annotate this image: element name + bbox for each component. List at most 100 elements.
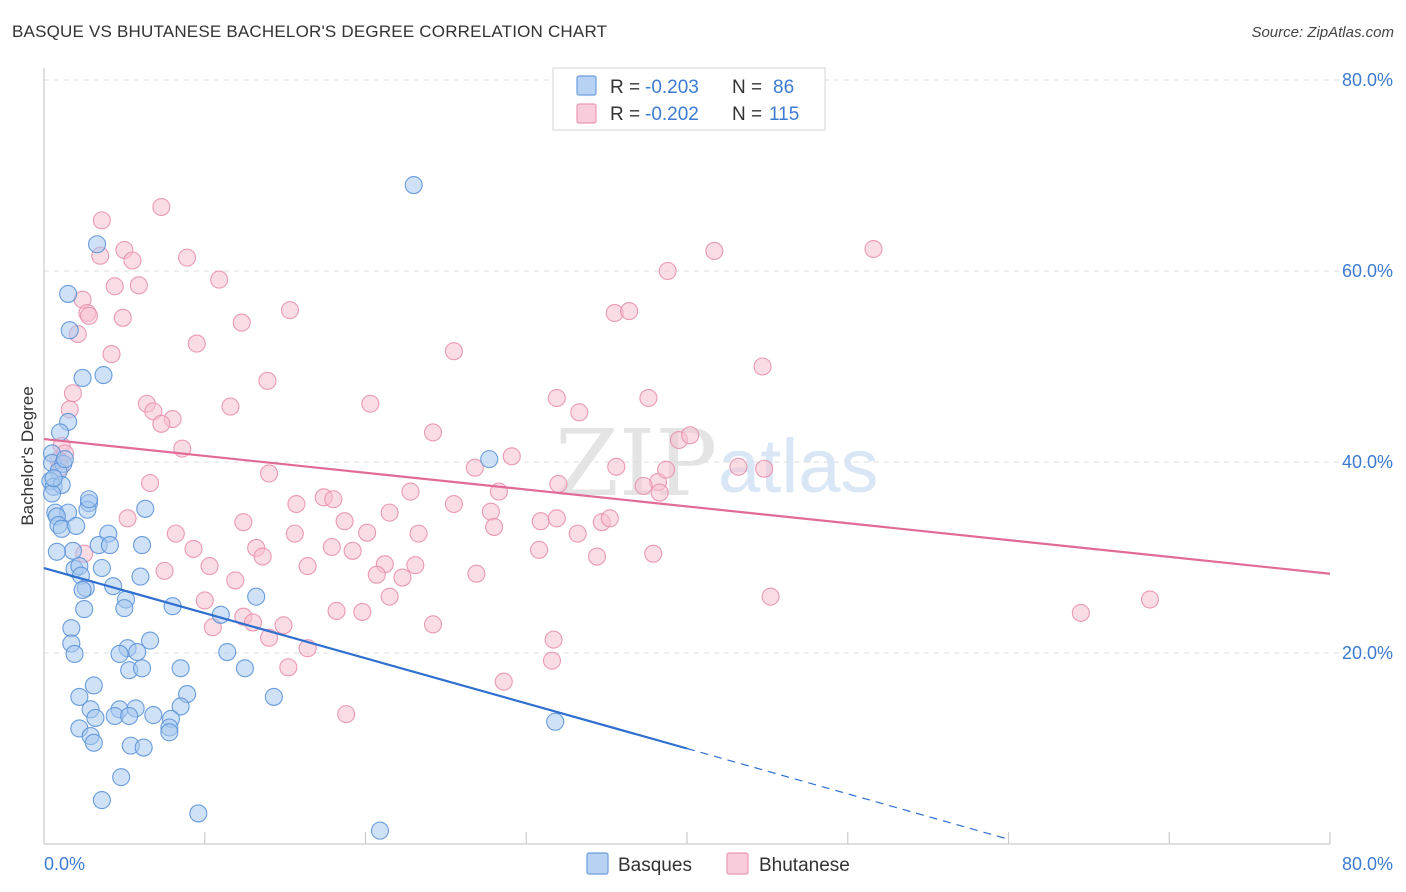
source-label: Source: ZipAtlas.com	[1251, 24, 1394, 41]
bhutanese-point	[79, 306, 99, 325]
bhutanese-point	[467, 564, 486, 583]
bhutanese-point	[166, 524, 185, 543]
y-tick-labels: 20.0% 40.0% 60.0% 80.0%	[1342, 70, 1393, 663]
bhutanese-point	[549, 474, 568, 494]
basque-point	[70, 687, 89, 706]
legend-basque-n-label: N =	[732, 77, 762, 98]
basque-point	[480, 450, 499, 469]
basque-point	[73, 368, 92, 388]
bhutanese-point	[253, 547, 272, 566]
bhutanese-point	[761, 587, 780, 606]
x-tick-label-min: 0.0%	[44, 854, 85, 874]
basque-point	[247, 587, 266, 606]
basque-point	[59, 284, 78, 303]
bhutanese-point	[530, 540, 549, 559]
bhutanese-point	[178, 248, 197, 267]
basque-point	[87, 235, 107, 254]
legend-box	[552, 67, 826, 131]
basque-point	[94, 366, 113, 385]
basque-point	[112, 768, 131, 787]
x-tick-label-max: 80.0%	[1342, 854, 1393, 874]
basque-point	[189, 804, 208, 823]
bhutanese-point	[753, 357, 772, 376]
basque-point	[63, 541, 82, 560]
bhutanese-point	[644, 544, 663, 563]
basque-trend-line	[43, 566, 688, 750]
legend-bhutanese-n-value: 115	[769, 104, 799, 125]
bhutanese-point	[607, 457, 626, 476]
bhutanese-point	[324, 490, 343, 509]
bhutanese-point	[200, 557, 219, 576]
bhutanese-point	[423, 423, 443, 442]
y-tick-label-80: 80.0%	[1342, 70, 1393, 90]
basque-point	[133, 659, 152, 678]
legend-basque-r-label: R =	[610, 77, 640, 98]
basque-point	[546, 712, 565, 731]
basque-point	[133, 536, 152, 555]
bhutanese-point	[335, 512, 354, 531]
bhutanese-point	[864, 239, 883, 259]
basque-point	[92, 558, 111, 578]
basque-point	[84, 676, 103, 695]
basque-point	[92, 791, 111, 810]
basque-point	[73, 580, 92, 600]
basque-point	[136, 499, 155, 518]
bhutanese-point	[280, 301, 299, 320]
bhutanese-point	[542, 651, 562, 670]
basque-point	[370, 821, 390, 840]
bhutanese-point	[327, 601, 346, 621]
basque-point	[79, 490, 99, 509]
bhutanese-point	[444, 494, 463, 514]
bhutanese-point	[681, 426, 700, 445]
bhutanese-point	[634, 476, 653, 495]
basque-point	[141, 631, 160, 650]
bhutanese-point	[1140, 590, 1160, 609]
basque-point	[62, 619, 81, 638]
chart-title: BASQUE VS BHUTANESE BACHELOR'S DEGREE CO…	[12, 22, 608, 41]
bottom-legend-basque-swatch	[586, 852, 609, 875]
bhutanese-point	[155, 561, 174, 580]
x-axis-ticks	[204, 832, 1331, 844]
bhutanese-point	[279, 658, 298, 677]
basque-point	[75, 600, 94, 619]
basque-point	[84, 733, 103, 752]
basque-point	[171, 659, 190, 678]
basque-point	[115, 599, 134, 618]
bhutanese-point	[393, 568, 412, 587]
basque-point	[404, 176, 423, 195]
bottom-legend: Basques Bhutanese	[586, 852, 850, 876]
bhutanese-point	[258, 371, 277, 390]
bhutanese-point	[129, 276, 148, 295]
bhutanese-point	[465, 458, 484, 477]
bhutanese-point	[221, 397, 240, 416]
bhutanese-point	[570, 403, 589, 422]
legend-bhutanese-n-label: N =	[732, 104, 762, 125]
basque-point	[134, 738, 153, 757]
bhutanese-point	[620, 302, 639, 321]
bhutanese-point	[729, 457, 748, 476]
bhutanese-point	[337, 705, 356, 724]
bhutanese-point	[401, 482, 420, 501]
basque-point	[264, 687, 283, 706]
bhutanese-point	[409, 524, 428, 543]
y-tick-label-40: 40.0%	[1342, 452, 1393, 472]
bhutanese-point	[113, 308, 132, 327]
bhutanese-point	[287, 494, 306, 514]
trend-lines	[43, 437, 1331, 840]
bhutanese-point	[195, 591, 214, 610]
bhutanese-point	[544, 630, 563, 649]
bhutanese-point	[406, 556, 425, 575]
bhutanese-point	[358, 523, 377, 542]
bhutanese-point	[243, 613, 263, 632]
basque-point	[144, 706, 163, 725]
gridlines	[44, 79, 1393, 654]
bhutanese-point	[587, 547, 607, 566]
bhutanese-point	[367, 565, 386, 584]
bhutanese-point	[63, 384, 82, 403]
bhutanese-point	[210, 270, 229, 289]
bhutanese-point	[444, 342, 463, 361]
bhutanese-point	[755, 459, 774, 478]
bhutanese-trend-line	[43, 437, 1331, 575]
basque-point	[44, 469, 63, 488]
bhutanese-point	[380, 587, 399, 606]
